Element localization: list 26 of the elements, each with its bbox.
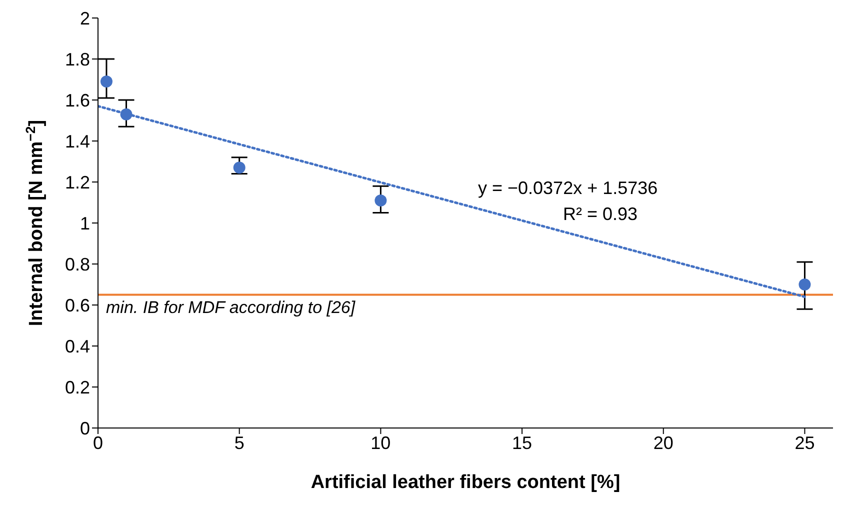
y-tick-label: 0.4 [64, 336, 90, 356]
y-tick-label: 1.4 [64, 131, 90, 152]
y-tick-label: 0.8 [64, 254, 90, 274]
y-tick-label: 2 [80, 8, 90, 28]
point [374, 194, 387, 206]
y-tick-label: 0.6 [64, 295, 90, 316]
y-tick-label: 1.2 [64, 172, 90, 192]
y-tick-label: 1.6 [64, 90, 90, 110]
x-tick-label: 20 [653, 432, 674, 453]
point [233, 162, 246, 174]
y-tick-label: 0 [80, 418, 90, 438]
x-tick-label: 10 [370, 432, 391, 453]
point [100, 76, 112, 88]
y-tick-label: 1 [80, 213, 90, 234]
x-tick-label: 25 [794, 432, 815, 453]
x-axis-title: Artificial leather fibers content [%] [310, 472, 620, 493]
point [120, 108, 132, 120]
x-tick-label: 0 [92, 432, 104, 453]
annotation: y = −0.0372x + 1.5736 [478, 178, 658, 199]
x-tick-label: 15 [512, 432, 532, 453]
annotation: R² = 0.93 [563, 204, 638, 225]
y-tick-label: 1.8 [64, 49, 90, 70]
y-tick-label: 0.2 [64, 377, 90, 398]
point [798, 278, 811, 290]
x-tick-label: 5 [234, 432, 244, 453]
ref-line-label: min. IB for MDF according to [26] [106, 298, 356, 317]
